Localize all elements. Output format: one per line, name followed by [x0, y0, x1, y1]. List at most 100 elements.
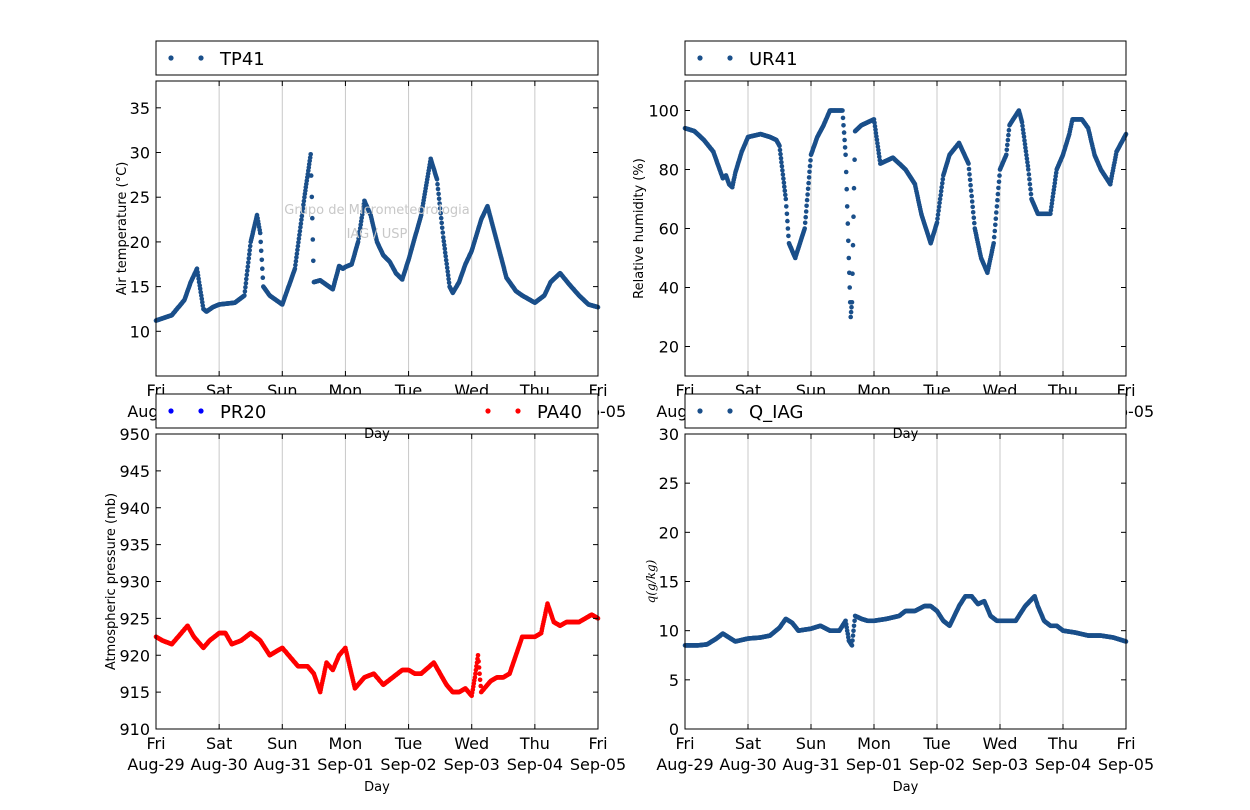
data-point	[1022, 141, 1028, 147]
data-point	[939, 184, 944, 190]
data-point	[840, 115, 846, 121]
y-tick-label: 10	[130, 322, 150, 341]
data-point	[1052, 177, 1058, 182]
data-point	[784, 204, 789, 209]
data-point	[310, 215, 315, 221]
data-point	[442, 246, 448, 252]
data-point	[1022, 138, 1027, 143]
data-point	[1006, 132, 1011, 138]
data-point	[993, 216, 999, 221]
data-point	[803, 214, 808, 220]
data-point	[935, 216, 940, 221]
data-point	[786, 233, 791, 239]
data-point	[781, 180, 787, 185]
data-point	[846, 238, 851, 244]
legend-box	[155, 393, 599, 429]
data-point	[477, 671, 482, 676]
data-point	[808, 158, 813, 163]
data-point	[971, 215, 977, 220]
data-point	[935, 212, 941, 217]
data-point	[299, 213, 305, 219]
data-point	[298, 225, 303, 230]
data-point	[298, 221, 304, 226]
data-point	[968, 188, 974, 193]
y-tick-label: 930	[119, 573, 150, 592]
data-point	[435, 181, 440, 187]
data-point	[1020, 123, 1025, 129]
data-point	[296, 240, 301, 245]
data-point	[311, 258, 316, 264]
data-point	[297, 228, 303, 234]
data-point	[936, 204, 942, 210]
data-point	[781, 176, 786, 181]
data-point	[199, 293, 204, 298]
y-axis-label: Relative humidity (%)	[632, 158, 647, 299]
data-point	[357, 225, 363, 231]
data-point	[242, 293, 247, 298]
y-tick-label: 30	[130, 144, 150, 163]
data-point	[969, 199, 975, 204]
data-point	[442, 242, 447, 248]
data-point	[785, 226, 791, 231]
data-point	[940, 181, 945, 186]
data-point	[1025, 159, 1030, 165]
data-point	[777, 143, 782, 149]
data-point	[777, 147, 783, 153]
data-point	[435, 186, 441, 192]
data-point	[472, 675, 478, 680]
series-UR41	[682, 108, 1129, 320]
data-point	[245, 268, 250, 274]
data-point	[195, 273, 201, 278]
y-tick-label: 35	[130, 99, 150, 118]
data-point	[293, 258, 299, 264]
legend-marker	[198, 408, 204, 414]
data-point	[844, 186, 849, 192]
series-Q_IAG	[682, 594, 1129, 648]
data-point	[992, 228, 998, 234]
data-point	[805, 186, 811, 192]
data-point	[436, 196, 442, 201]
data-point	[443, 257, 449, 263]
data-point	[875, 144, 881, 149]
data-point	[778, 151, 783, 157]
data-point	[1053, 170, 1059, 176]
data-point	[806, 175, 812, 180]
data-point	[475, 653, 481, 658]
data-point	[441, 238, 447, 244]
y-tick-label: 940	[119, 499, 150, 518]
data-point	[783, 196, 789, 202]
data-point	[995, 191, 1001, 197]
data-point	[1052, 184, 1057, 189]
watermark: Grupo de Micrometeorologia IAG / USP	[284, 203, 470, 242]
data-point	[446, 276, 451, 282]
data-point	[1050, 194, 1056, 199]
data-point	[843, 152, 848, 158]
data-point	[296, 236, 302, 241]
y-tick-label: 20	[659, 338, 679, 357]
data-point	[968, 182, 973, 188]
data-point	[297, 232, 302, 238]
y-tick-label: 935	[119, 536, 150, 555]
data-point	[197, 286, 203, 292]
data-point	[780, 172, 786, 177]
data-point	[199, 296, 205, 302]
data-point	[1024, 156, 1030, 161]
data-point	[994, 204, 1000, 209]
legend: TP41	[155, 40, 599, 76]
data-point	[1051, 191, 1056, 196]
legend-label: PA40	[537, 402, 582, 423]
legend-marker	[168, 408, 174, 414]
data-point	[934, 220, 940, 225]
chart-panel-bottom-left: PR20 PA40 910 915 920 925 930 935 940 945 950 Fri Au…	[104, 393, 626, 795]
data-point	[852, 618, 857, 624]
data-point	[1027, 182, 1033, 187]
chart-panel-top-left: TP41101520253035FriAug-29SatAug-30SunAug…	[115, 40, 626, 442]
data-point	[358, 219, 364, 224]
data-point	[440, 230, 446, 235]
data-point	[966, 161, 971, 166]
data-point	[473, 671, 478, 676]
